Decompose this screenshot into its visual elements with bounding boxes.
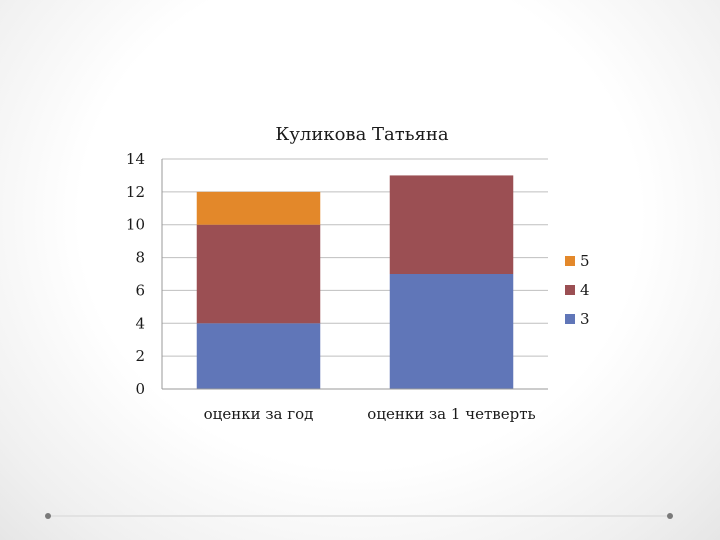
bar-segment-3: [196, 323, 321, 389]
legend-swatch-4: [565, 285, 575, 295]
y-axis-ticks: 0 2 4 6 8 10 12 14: [126, 150, 145, 398]
bar-segment-5: [196, 191, 321, 225]
category-label: оценки за 1 четверть: [367, 405, 535, 423]
y-tick-label: 0: [135, 380, 145, 398]
bar-segment-4: [389, 175, 514, 274]
bar-segment-4: [196, 224, 321, 324]
y-tick-label: 12: [126, 183, 145, 201]
y-tick-label: 14: [126, 150, 145, 168]
chart-title: Куликова Татьяна: [275, 124, 448, 145]
bar-segment-3: [389, 274, 514, 389]
y-tick-label: 6: [135, 281, 145, 299]
legend: 5 4 3: [565, 252, 590, 328]
legend-swatch-3: [565, 314, 575, 324]
decorative-dot-right: [667, 513, 673, 519]
category-label: оценки за год: [204, 405, 314, 423]
y-tick-label: 4: [135, 314, 145, 332]
category-labels: оценки за год оценки за 1 четверть: [204, 405, 536, 423]
bars: [196, 175, 514, 389]
legend-swatch-5: [565, 256, 575, 266]
y-tick-label: 8: [135, 249, 145, 267]
y-tick-label: 2: [135, 347, 145, 365]
decorative-dot-left: [45, 513, 51, 519]
legend-label-3: 3: [580, 310, 590, 328]
decorative-line: [48, 515, 672, 517]
legend-label-5: 5: [580, 252, 590, 270]
legend-label-4: 4: [580, 281, 590, 299]
y-tick-label: 10: [126, 216, 145, 234]
